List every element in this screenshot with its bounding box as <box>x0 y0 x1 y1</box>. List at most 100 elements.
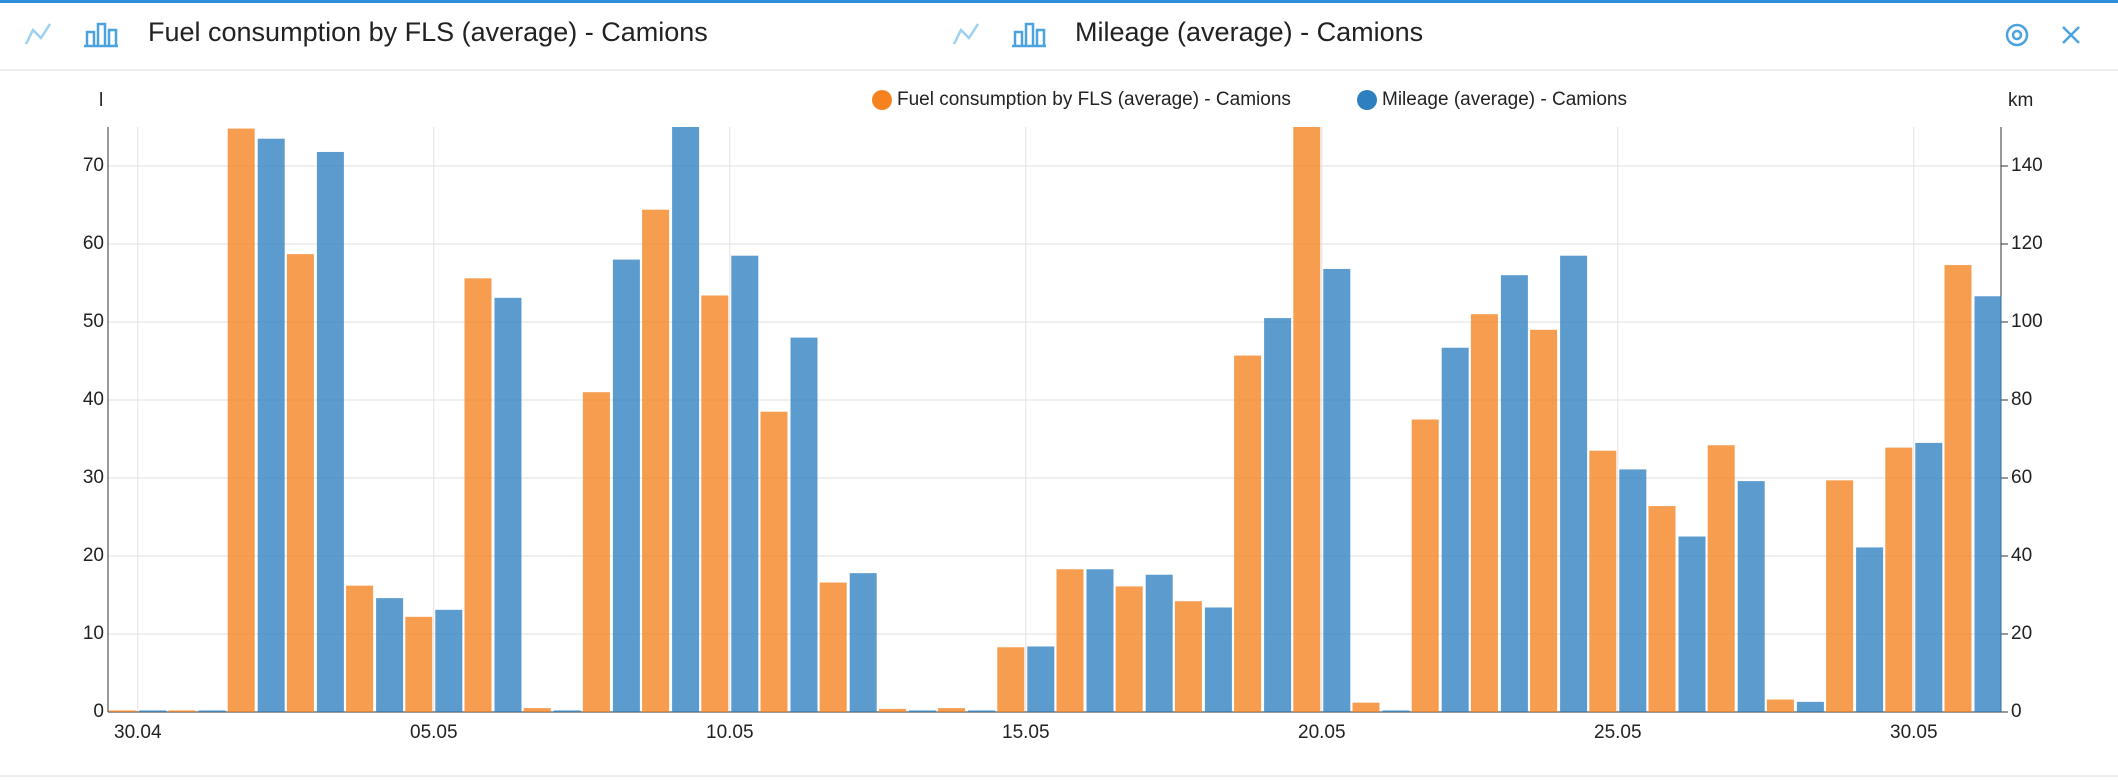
bar <box>908 710 936 712</box>
bar <box>1293 127 1321 712</box>
y2-tick-label: 100 <box>2011 311 2043 332</box>
y-tick-label: 50 <box>83 311 104 332</box>
panel-title: Mileage (average) - Camions <box>1075 17 1423 47</box>
legend-marker <box>1357 90 1377 110</box>
bar <box>494 297 522 712</box>
close-icon[interactable] <box>2062 26 2080 44</box>
bar <box>1056 569 1084 712</box>
bar <box>1589 450 1617 712</box>
top-border <box>0 0 2118 3</box>
bar <box>1500 275 1528 712</box>
bar <box>672 127 700 712</box>
legend-label[interactable]: Fuel consumption by FLS (average) - Cami… <box>897 89 1291 110</box>
y2-tick-label: 20 <box>2011 623 2032 644</box>
bar <box>1619 469 1647 712</box>
y-tick-label: 10 <box>83 623 104 644</box>
bar <box>1856 547 1884 712</box>
bar <box>346 585 374 712</box>
y-tick-label: 40 <box>83 389 104 410</box>
bar <box>139 710 167 712</box>
bar <box>464 278 492 712</box>
bar <box>968 710 996 712</box>
bar-icon[interactable] <box>1012 22 1046 48</box>
bar <box>1174 601 1202 712</box>
bar <box>1204 607 1232 712</box>
x-tick-label: 15.05 <box>1002 722 1050 743</box>
legend-label[interactable]: Mileage (average) - Camions <box>1382 89 1627 110</box>
bar <box>227 128 255 712</box>
y-tick-label: 60 <box>83 233 104 254</box>
bar <box>168 710 196 712</box>
bar <box>1470 314 1498 712</box>
y2-tick-label: 80 <box>2011 389 2032 410</box>
bar <box>523 708 551 712</box>
bar <box>376 598 404 712</box>
bar <box>109 710 137 712</box>
y2-tick-label: 140 <box>2011 155 2043 176</box>
bar <box>1885 447 1913 712</box>
bar <box>1530 329 1558 712</box>
bar <box>1974 296 2002 712</box>
bar <box>849 573 877 712</box>
bar <box>997 647 1025 712</box>
bar <box>642 209 670 712</box>
y-tick-label: 0 <box>93 701 104 722</box>
panel-title: Fuel consumption by FLS (average) - Cami… <box>148 17 708 47</box>
bar <box>286 254 314 712</box>
bar <box>1352 702 1380 712</box>
bar <box>405 616 433 712</box>
bar <box>790 337 818 712</box>
x-tick-label: 10.05 <box>706 722 754 743</box>
bar <box>435 609 463 712</box>
bar <box>731 255 759 712</box>
bar <box>1678 536 1706 712</box>
bar <box>1826 480 1854 712</box>
bar <box>1264 318 1292 712</box>
bar <box>1411 419 1439 712</box>
bar <box>1115 586 1143 712</box>
bar <box>701 295 729 712</box>
bar <box>1560 255 1588 712</box>
x-tick-label: 05.05 <box>410 722 458 743</box>
y-tick-label: 70 <box>83 155 104 176</box>
bar <box>1382 710 1410 712</box>
x-tick-label: 30.04 <box>114 722 162 743</box>
bar <box>1707 445 1735 712</box>
bar <box>1796 701 1824 712</box>
x-tick-label: 25.05 <box>1594 722 1642 743</box>
bar <box>1441 347 1469 712</box>
bar <box>1086 569 1114 712</box>
line-icon[interactable] <box>952 23 980 45</box>
legend-marker <box>872 90 892 110</box>
bar <box>612 259 640 712</box>
bar <box>316 151 344 712</box>
bar-icon[interactable] <box>84 22 118 48</box>
line-icon[interactable] <box>24 23 52 45</box>
bar <box>553 710 581 712</box>
settings-icon[interactable] <box>2005 23 2029 47</box>
y2-tick-label: 40 <box>2011 545 2032 566</box>
y2-axis-label: km <box>2008 90 2033 111</box>
bar <box>257 138 285 712</box>
x-tick-label: 30.05 <box>1890 722 1938 743</box>
bar <box>582 392 610 712</box>
bar <box>878 708 906 712</box>
bar <box>1648 506 1676 712</box>
bar <box>1944 265 1972 712</box>
bar <box>1737 481 1765 712</box>
y-tick-label: 20 <box>83 545 104 566</box>
bar <box>1234 355 1262 712</box>
bar <box>1027 646 1055 712</box>
bar <box>1766 699 1794 712</box>
x-tick-label: 20.05 <box>1298 722 1346 743</box>
icons <box>24 22 2080 48</box>
bar <box>1145 574 1173 712</box>
bar <box>1915 442 1943 712</box>
bar <box>198 710 226 712</box>
bar <box>1323 268 1351 712</box>
y-axis-label: l <box>99 90 103 111</box>
bar <box>819 582 847 712</box>
y2-tick-label: 120 <box>2011 233 2043 254</box>
